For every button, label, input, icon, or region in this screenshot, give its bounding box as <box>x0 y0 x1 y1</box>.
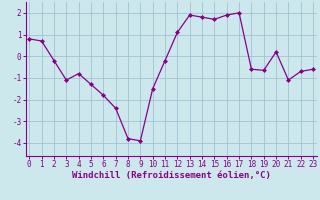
X-axis label: Windchill (Refroidissement éolien,°C): Windchill (Refroidissement éolien,°C) <box>72 171 271 180</box>
